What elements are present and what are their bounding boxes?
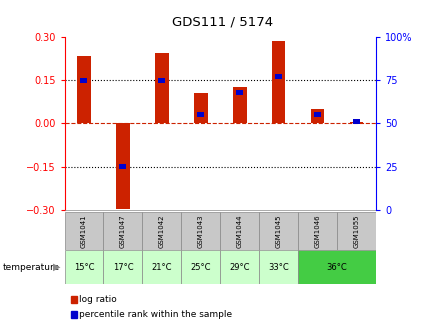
Text: GSM1042: GSM1042 bbox=[159, 214, 165, 248]
Text: log ratio: log ratio bbox=[79, 295, 117, 304]
Bar bbox=[337, 212, 376, 250]
Bar bbox=[81, 78, 88, 83]
Bar bbox=[311, 109, 324, 124]
Bar bbox=[158, 78, 166, 83]
Bar bbox=[182, 250, 220, 284]
Bar bbox=[314, 112, 321, 117]
Text: 36°C: 36°C bbox=[327, 263, 348, 271]
Bar bbox=[65, 250, 103, 284]
Bar bbox=[116, 124, 130, 209]
Bar bbox=[65, 212, 103, 250]
Bar bbox=[155, 53, 169, 124]
Text: temperature: temperature bbox=[2, 263, 59, 271]
Text: 29°C: 29°C bbox=[230, 263, 250, 271]
Bar bbox=[182, 212, 220, 250]
Bar bbox=[142, 250, 182, 284]
Text: 21°C: 21°C bbox=[152, 263, 172, 271]
Bar bbox=[259, 212, 298, 250]
Bar bbox=[142, 212, 182, 250]
Bar bbox=[350, 122, 364, 124]
Text: GSM1043: GSM1043 bbox=[198, 214, 204, 248]
Text: GSM1046: GSM1046 bbox=[315, 214, 320, 248]
Text: 33°C: 33°C bbox=[268, 263, 289, 271]
Text: 25°C: 25°C bbox=[190, 263, 211, 271]
Bar bbox=[298, 212, 337, 250]
Text: GDS111 / 5174: GDS111 / 5174 bbox=[172, 15, 273, 28]
Text: ▶: ▶ bbox=[53, 262, 61, 272]
Bar bbox=[194, 93, 208, 124]
Bar bbox=[197, 112, 204, 117]
Bar bbox=[103, 212, 142, 250]
Bar bbox=[275, 74, 282, 79]
Text: GSM1047: GSM1047 bbox=[120, 214, 126, 248]
Bar bbox=[77, 56, 91, 124]
Bar bbox=[298, 250, 376, 284]
Bar bbox=[353, 119, 360, 124]
Text: 17°C: 17°C bbox=[113, 263, 133, 271]
Bar bbox=[236, 90, 243, 95]
Bar bbox=[259, 250, 298, 284]
Bar bbox=[233, 87, 247, 124]
Text: GSM1041: GSM1041 bbox=[81, 214, 87, 248]
Text: 15°C: 15°C bbox=[74, 263, 94, 271]
Text: GSM1045: GSM1045 bbox=[276, 214, 282, 248]
Text: percentile rank within the sample: percentile rank within the sample bbox=[79, 310, 232, 319]
Text: GSM1055: GSM1055 bbox=[354, 214, 360, 248]
Bar bbox=[220, 250, 259, 284]
Bar bbox=[103, 250, 142, 284]
Text: GSM1044: GSM1044 bbox=[237, 214, 243, 248]
Bar bbox=[272, 41, 286, 124]
Bar bbox=[220, 212, 259, 250]
Bar bbox=[119, 164, 126, 169]
